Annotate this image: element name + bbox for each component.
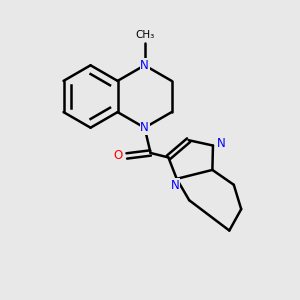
Text: O: O bbox=[114, 149, 123, 162]
Text: N: N bbox=[140, 59, 149, 72]
Text: N: N bbox=[140, 121, 149, 134]
Text: N: N bbox=[217, 137, 226, 150]
Text: CH₃: CH₃ bbox=[135, 30, 154, 40]
Text: N: N bbox=[171, 179, 180, 192]
